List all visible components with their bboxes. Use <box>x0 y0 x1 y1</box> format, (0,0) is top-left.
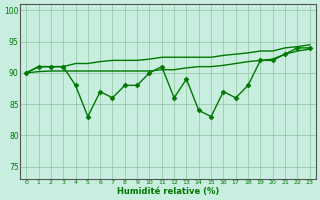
X-axis label: Humidité relative (%): Humidité relative (%) <box>117 187 219 196</box>
